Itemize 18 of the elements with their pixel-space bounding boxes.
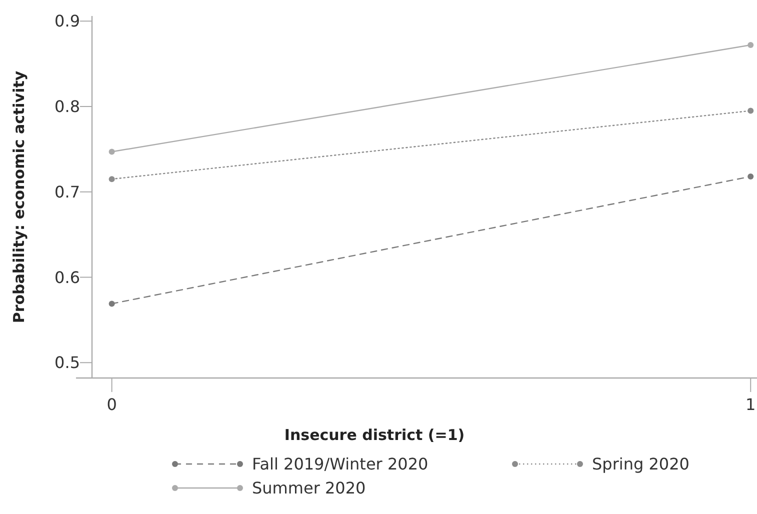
legend-label: Spring 2020 <box>592 454 690 474</box>
x-tick-label: 1 <box>746 395 756 414</box>
point <box>108 148 115 155</box>
y-tick-label: 0.9 <box>54 12 80 31</box>
y-tick-label: 0.5 <box>54 353 80 372</box>
y-tick-label: 0.8 <box>54 97 80 116</box>
x-axis-title: Insecure district (=1) <box>284 426 465 444</box>
y-tick-label: 0.7 <box>54 182 80 202</box>
legend-label: Fall 2019/Winter 2020 <box>252 454 428 474</box>
point <box>748 108 754 114</box>
y-axis-title: Probability: economic activity <box>10 70 28 324</box>
point <box>748 42 754 48</box>
x-tick-label: 0 <box>106 395 117 414</box>
point <box>108 176 115 182</box>
point <box>748 174 754 180</box>
legend-label: Summer 2020 <box>252 478 366 498</box>
point <box>108 300 115 307</box>
y-tick-label: 0.6 <box>54 268 80 287</box>
